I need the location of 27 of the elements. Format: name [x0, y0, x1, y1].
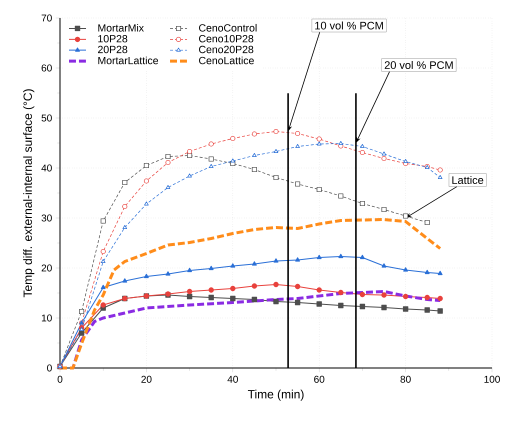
legend-label: MortarMix — [98, 24, 144, 32]
annotation: 10 vol % PCM — [315, 21, 383, 30]
legend-label: CenoLattice — [199, 56, 254, 64]
y-tick-label: 20 — [42, 264, 52, 272]
annotation: Lattice — [452, 176, 484, 184]
x-tick-label: 60 — [314, 376, 324, 383]
y-axis-title: Temp diff. external-internal surface (°C) — [23, 89, 34, 298]
x-tick-label: 40 — [227, 376, 238, 383]
legend-label: Ceno20P28 — [199, 46, 254, 54]
legend-label: 20P28 — [98, 46, 128, 54]
y-tick-label: 30 — [42, 214, 52, 222]
y-tick-label: 10 — [42, 314, 52, 322]
x-tick-label: 0 — [58, 376, 62, 383]
legend-label: MortarLattice — [98, 56, 158, 64]
y-tick-label: 0 — [47, 364, 52, 372]
x-tick-label: 100 — [484, 376, 500, 383]
legend-label: Ceno10P28 — [199, 35, 254, 42]
y-tick-label: 70 — [42, 14, 52, 22]
x-axis-title: Time (min) — [248, 390, 304, 401]
legend-label: CenoControl — [199, 24, 257, 32]
legend-label: 10P28 — [98, 35, 128, 42]
x-tick-label: 20 — [141, 376, 152, 383]
x-tick-label: 80 — [400, 376, 411, 383]
y-tick-label: 50 — [42, 114, 52, 122]
y-tick-label: 40 — [41, 164, 52, 172]
annotation: 20 vol % PCM — [384, 60, 453, 70]
y-tick-label: 60 — [42, 64, 52, 72]
